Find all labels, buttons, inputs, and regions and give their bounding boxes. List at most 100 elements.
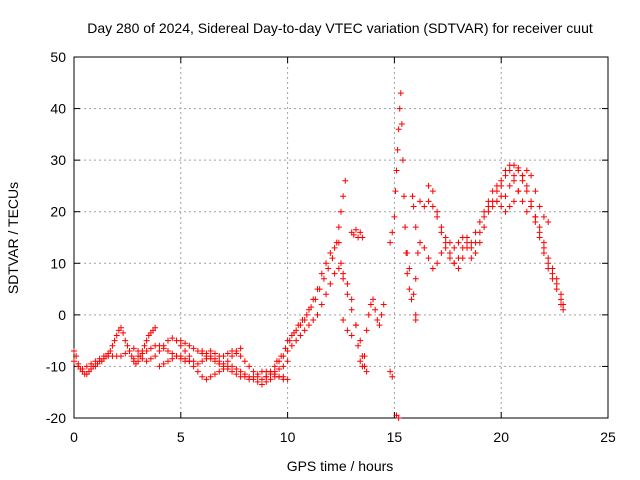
data-point <box>536 224 543 231</box>
series-early-trace-b <box>71 342 193 373</box>
data-point <box>519 172 526 179</box>
data-point <box>164 347 171 354</box>
data-point <box>229 353 236 360</box>
data-point <box>399 157 406 164</box>
data-point <box>412 311 419 318</box>
data-point <box>352 322 359 329</box>
data-point <box>241 358 248 365</box>
data-point <box>380 301 387 308</box>
data-point <box>229 368 236 375</box>
data-point <box>481 213 488 220</box>
data-point <box>216 360 223 367</box>
data-point <box>344 291 351 298</box>
data-point <box>370 296 377 303</box>
data-point <box>160 342 167 349</box>
data-point <box>468 239 475 246</box>
data-point <box>361 353 368 360</box>
data-point <box>481 224 488 231</box>
data-point <box>246 376 253 383</box>
data-point <box>327 280 334 287</box>
data-point <box>327 249 334 256</box>
data-point <box>156 363 163 370</box>
data-point <box>323 260 330 267</box>
data-point <box>224 350 231 357</box>
data-point <box>545 260 552 267</box>
data-point <box>442 244 449 251</box>
data-point <box>472 229 479 236</box>
data-point <box>130 345 137 352</box>
data-point <box>402 224 409 231</box>
data-point <box>532 213 539 220</box>
data-point <box>425 255 432 262</box>
data-point <box>124 342 131 349</box>
data-point <box>511 198 518 205</box>
data-point <box>263 378 270 385</box>
data-point <box>455 255 462 262</box>
data-point <box>553 275 560 282</box>
data-point <box>186 358 193 365</box>
data-point <box>425 198 432 205</box>
data-point <box>194 368 201 375</box>
series-late-trace-d <box>493 167 552 226</box>
y-tick-label: 0 <box>58 307 66 323</box>
data-point <box>515 167 522 174</box>
data-point <box>536 229 543 236</box>
data-point <box>532 219 539 226</box>
data-point <box>203 350 210 357</box>
data-point <box>143 337 150 344</box>
chart-title: Day 280 of 2024, Sidereal Day-to-day VTE… <box>87 20 593 36</box>
data-point <box>207 355 214 362</box>
data-point <box>152 353 159 360</box>
data-point <box>485 203 492 210</box>
data-point <box>498 182 505 189</box>
data-point <box>164 358 171 365</box>
data-point <box>511 177 518 184</box>
data-point <box>199 347 206 354</box>
data-point <box>502 172 509 179</box>
data-point <box>536 203 543 210</box>
data-point <box>340 270 347 277</box>
data-point <box>229 363 236 370</box>
y-tick-label: 30 <box>50 152 66 168</box>
data-point <box>75 363 82 370</box>
data-point <box>246 363 253 370</box>
data-point <box>560 301 567 308</box>
data-point <box>396 105 403 112</box>
data-point <box>199 358 206 365</box>
y-tick-label: 20 <box>50 204 66 220</box>
data-point <box>211 358 218 365</box>
data-point <box>258 376 265 383</box>
data-point <box>338 208 344 215</box>
data-point <box>451 244 458 251</box>
data-point <box>267 376 274 383</box>
data-point <box>511 162 518 169</box>
data-point <box>143 347 150 354</box>
data-point <box>506 167 513 174</box>
data-point <box>117 324 124 331</box>
data-point <box>417 239 424 246</box>
data-point <box>395 415 402 421</box>
data-point <box>331 244 338 251</box>
data-point <box>177 337 184 344</box>
data-point <box>376 322 383 329</box>
data-point <box>348 332 355 339</box>
data-point <box>220 353 227 360</box>
data-point <box>528 203 535 210</box>
data-point <box>310 296 317 303</box>
data-point <box>83 363 90 370</box>
data-point <box>71 347 77 354</box>
data-point <box>139 355 146 362</box>
data-point <box>421 203 428 210</box>
data-point <box>135 347 142 354</box>
data-point <box>203 376 210 383</box>
data-point <box>182 340 189 347</box>
data-point <box>502 193 509 200</box>
data-point <box>211 371 218 378</box>
data-point <box>186 342 193 349</box>
data-point <box>323 291 330 298</box>
data-point <box>363 368 370 375</box>
data-point <box>71 358 77 365</box>
data-point <box>434 208 441 215</box>
data-point <box>297 322 304 329</box>
data-point <box>135 358 142 365</box>
